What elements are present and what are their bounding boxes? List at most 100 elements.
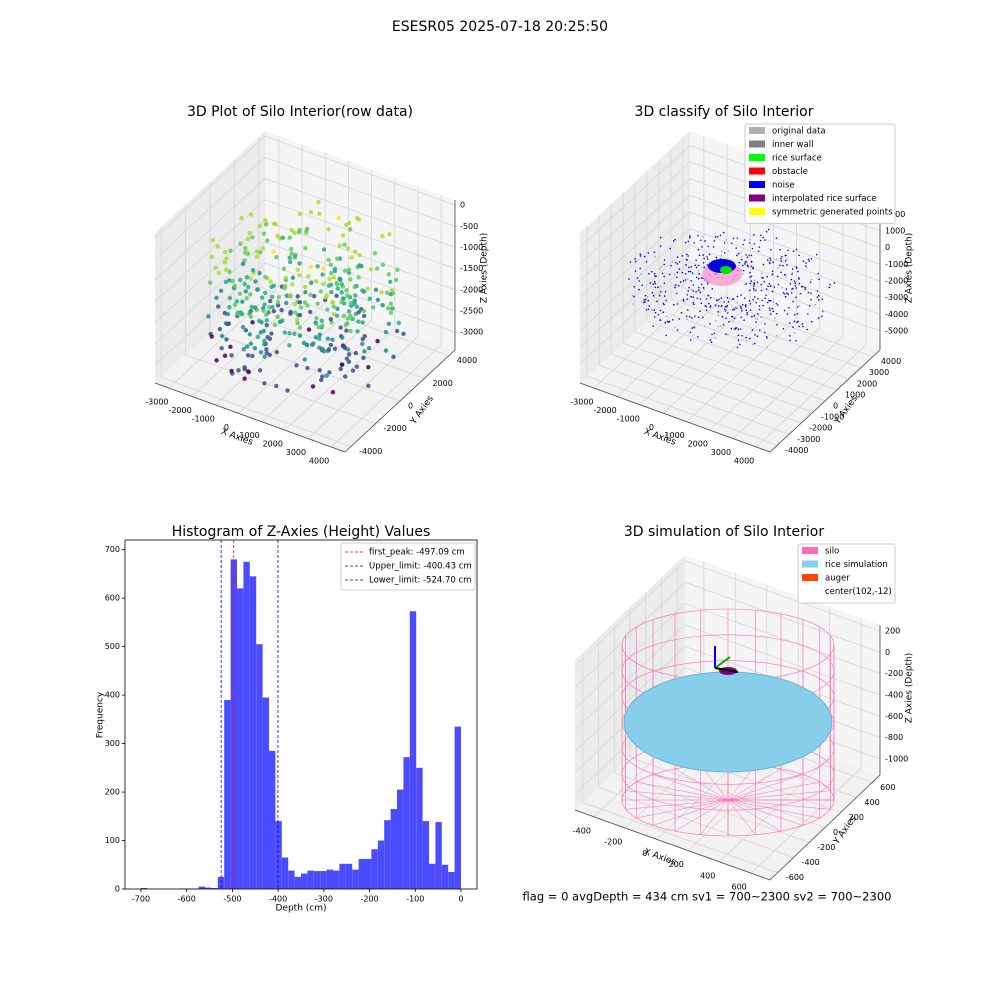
grid-line <box>574 560 686 667</box>
decorative-point <box>722 231 725 234</box>
grid-line <box>574 603 686 709</box>
decorative-point <box>775 258 777 261</box>
decorative-point <box>784 260 787 262</box>
decorative-point <box>239 312 245 317</box>
decorative-point <box>780 271 782 274</box>
decorative-point <box>308 264 314 270</box>
z-tick-label: -500 <box>460 222 478 231</box>
decorative-point <box>676 256 679 258</box>
decorative-point <box>749 337 751 340</box>
decorative-point <box>394 328 400 334</box>
decorative-point <box>345 316 351 321</box>
decorative-point <box>638 288 640 291</box>
decorative-point <box>762 236 764 239</box>
decorative-point <box>703 266 705 269</box>
decorative-point <box>753 283 756 285</box>
bar <box>390 809 397 889</box>
silo-wire <box>625 799 729 810</box>
decorative-point <box>329 270 334 276</box>
y-tick-label: -4000 <box>785 446 808 455</box>
decorative-point <box>727 301 730 303</box>
decorative-point <box>693 242 695 244</box>
decorative-point <box>736 237 739 239</box>
decorative-point <box>777 267 780 269</box>
decorative-point <box>346 352 352 357</box>
z-tick-label: 1000 <box>885 227 905 236</box>
z-tick-label: 0 <box>460 201 465 210</box>
decorative-point <box>693 299 695 302</box>
bar <box>435 822 442 889</box>
decorative-point <box>230 278 235 284</box>
decorative-point <box>242 281 247 287</box>
decorative-point <box>361 313 367 319</box>
decorative-point <box>373 287 379 293</box>
plot-frame <box>124 539 478 890</box>
decorative-point <box>793 320 796 323</box>
bar <box>237 588 244 889</box>
decorative-point <box>708 302 710 305</box>
decorative-point <box>766 337 768 339</box>
decorative-point <box>219 333 225 339</box>
decorative-point <box>287 259 293 265</box>
decorative-point <box>264 318 269 323</box>
axis-line <box>574 809 771 881</box>
decorative-point <box>218 288 224 293</box>
decorative-point <box>259 295 265 300</box>
decorative-point <box>287 293 293 298</box>
decorative-point <box>346 359 352 365</box>
decorative-point <box>676 292 678 295</box>
decorative-point <box>647 308 650 311</box>
decorative-point <box>689 235 691 238</box>
decorative-point <box>262 302 267 307</box>
decorative-point <box>342 242 347 247</box>
decorative-point <box>720 250 723 253</box>
decorative-point <box>250 320 255 325</box>
decorative-point <box>248 292 253 297</box>
decorative-point <box>371 305 376 310</box>
decorative-point <box>788 322 791 324</box>
status-text: flag = 0 avgDepth = 434 cm sv1 = 700~230… <box>523 890 892 904</box>
decorative-point <box>784 273 787 276</box>
decorative-point <box>760 272 763 275</box>
decorative-point <box>695 276 698 279</box>
decorative-point <box>639 255 642 257</box>
decorative-point <box>750 280 753 282</box>
decorative-point <box>751 329 754 331</box>
decorative-point <box>693 273 695 275</box>
decorative-point <box>331 304 336 309</box>
grid-line <box>587 375 778 446</box>
decorative-point <box>795 296 797 299</box>
decorative-point <box>663 263 665 266</box>
decorative-point <box>786 264 788 266</box>
decorative-point <box>704 305 707 307</box>
legend-label: rice surface <box>772 154 822 164</box>
x-tick-label: -200 <box>360 895 378 904</box>
legend-label: noise <box>772 181 795 191</box>
decorative-point <box>651 308 653 311</box>
decorative-point <box>785 276 787 278</box>
z-tick-label: -2500 <box>460 307 483 316</box>
decorative-point <box>787 293 790 296</box>
decorative-point <box>360 320 365 325</box>
legend-label: symmetric generated points <box>772 208 893 218</box>
decorative-point <box>748 289 751 292</box>
bar <box>352 869 359 889</box>
decorative-point <box>628 278 630 280</box>
decorative-point <box>262 381 267 386</box>
decorative-point <box>386 321 392 327</box>
bar <box>262 697 269 889</box>
decorative-point <box>750 275 753 278</box>
decorative-point <box>330 299 336 305</box>
decorative-point <box>367 296 373 301</box>
decorative-point <box>653 316 656 318</box>
decorative-point <box>352 284 357 290</box>
decorative-point <box>742 243 744 246</box>
decorative-point <box>292 230 297 235</box>
decorative-point <box>293 253 298 258</box>
decorative-point <box>360 336 365 342</box>
decorative-point <box>349 255 354 260</box>
decorative-point <box>348 328 353 334</box>
decorative-point <box>667 321 670 323</box>
decorative-point <box>659 267 661 270</box>
